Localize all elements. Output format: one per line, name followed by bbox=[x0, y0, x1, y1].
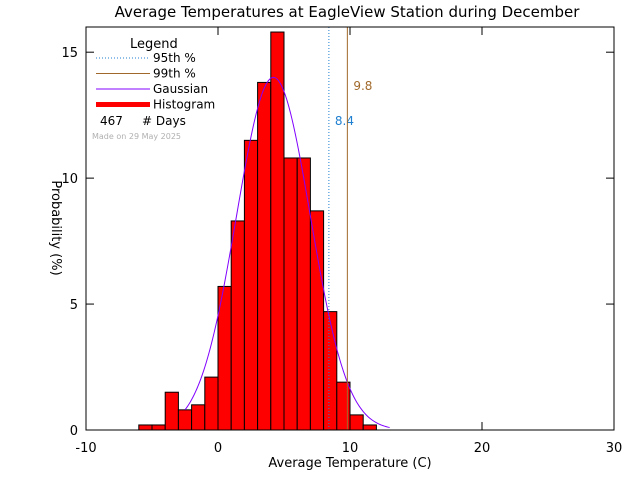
x-tick-label: 10 bbox=[342, 441, 359, 456]
histogram-bar bbox=[204, 376, 219, 431]
histogram-bar bbox=[257, 81, 272, 431]
x-tick-label: 0 bbox=[214, 441, 222, 456]
histogram-bar bbox=[270, 31, 285, 431]
histogram-bar bbox=[191, 404, 206, 431]
histogram-bar bbox=[243, 139, 259, 431]
legend: Legend 467 # Days Made on 29 May 2025 95… bbox=[92, 37, 215, 141]
histogram-bar bbox=[349, 414, 364, 431]
legend-label: Histogram bbox=[153, 98, 215, 112]
percentile-label: 9.8 bbox=[353, 79, 372, 93]
x-tick-label: 30 bbox=[606, 441, 623, 456]
histogram-bar bbox=[323, 311, 338, 431]
histogram-bar bbox=[296, 157, 311, 431]
legend-days-label: # Days bbox=[142, 114, 186, 128]
y-tick-label: 5 bbox=[70, 298, 78, 313]
percentile-label: 8.4 bbox=[335, 114, 354, 128]
y-tick-label: 10 bbox=[61, 172, 78, 187]
legend-label: Gaussian bbox=[153, 82, 208, 96]
x-tick-label: -10 bbox=[75, 441, 96, 456]
chart-title: Average Temperatures at EagleView Statio… bbox=[115, 3, 581, 21]
y-tick-label: 15 bbox=[61, 46, 78, 61]
legend-label: 99th % bbox=[153, 67, 196, 81]
x-tick-label: 20 bbox=[474, 441, 491, 456]
histogram-bar bbox=[138, 424, 153, 431]
legend-label: 95th % bbox=[153, 51, 196, 65]
legend-days-count: 467 bbox=[100, 114, 123, 128]
gaussian-curve bbox=[184, 76, 390, 428]
axes: -10 0 10 20 30 0 5 10 15 bbox=[61, 27, 622, 456]
histogram-bar bbox=[362, 424, 377, 431]
legend-title: Legend bbox=[130, 37, 178, 52]
histogram-bar bbox=[309, 210, 325, 431]
histogram-bar bbox=[177, 409, 193, 431]
histogram-bar bbox=[164, 391, 179, 431]
legend-made-on: Made on 29 May 2025 bbox=[92, 132, 181, 141]
histogram-bar bbox=[283, 157, 298, 431]
histogram-bar bbox=[230, 220, 245, 431]
y-tick-label: 0 bbox=[70, 424, 78, 439]
y-axis-label: Probability (%) bbox=[48, 180, 63, 275]
x-axis-label: Average Temperature (C) bbox=[268, 456, 431, 471]
histogram-bar bbox=[336, 381, 351, 431]
plot-area: 8.4 9.8 bbox=[138, 27, 390, 431]
histogram-bar bbox=[151, 424, 166, 431]
